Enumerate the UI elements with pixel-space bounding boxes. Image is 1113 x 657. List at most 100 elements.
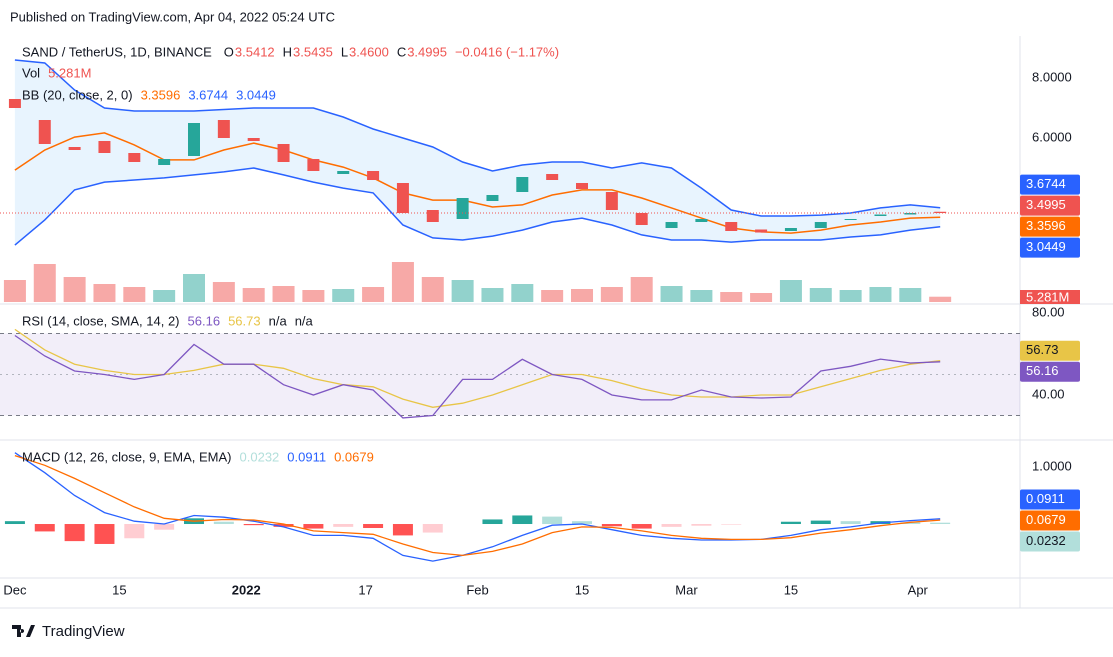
histogram-bar xyxy=(273,524,294,527)
candle xyxy=(367,170,380,180)
histogram-bar xyxy=(333,524,354,527)
volume-bar xyxy=(183,274,206,302)
legend-text: 56.73 xyxy=(228,313,261,328)
volume-bar xyxy=(242,288,265,302)
price-badge-label: 3.0449 xyxy=(1026,239,1066,254)
legend-text: SAND / TetherUS, 1D, BINANCE xyxy=(22,44,212,59)
legend-text: 5.281M xyxy=(48,65,91,80)
legend-text: 0.0679 xyxy=(334,449,374,464)
price-badge xyxy=(1020,340,1080,361)
y-tick-label: 6.0000 xyxy=(1032,129,1072,144)
x-tick-label: Mar xyxy=(675,582,698,597)
legend-text: 3.5435 xyxy=(293,44,333,59)
candle xyxy=(396,182,409,213)
volume-bar xyxy=(809,288,832,302)
volume-bar xyxy=(153,290,176,302)
histogram-bar xyxy=(780,521,801,525)
histogram-bar xyxy=(572,521,593,525)
candle xyxy=(456,197,469,219)
volume-bar xyxy=(660,286,683,302)
candle xyxy=(38,119,51,144)
volume-bar xyxy=(3,280,26,302)
histogram-bar xyxy=(631,524,652,529)
brand-logo xyxy=(12,625,35,637)
legend-text: 56.16 xyxy=(188,313,221,328)
candle xyxy=(844,218,857,220)
legend-text: 0.0911 xyxy=(287,449,326,464)
volume-bar xyxy=(720,292,743,302)
volume-bar xyxy=(541,290,564,302)
volume-bar xyxy=(63,277,86,302)
legend-text: n/a xyxy=(295,313,314,328)
volume-bar xyxy=(212,282,235,302)
candle xyxy=(874,214,887,216)
candle xyxy=(188,122,201,156)
candle xyxy=(426,209,439,222)
histogram-bar xyxy=(363,524,384,529)
volume-bar xyxy=(929,296,952,302)
histogram-bar xyxy=(721,524,742,525)
histogram-bar xyxy=(840,521,861,525)
candle xyxy=(725,221,738,231)
histogram-bar xyxy=(243,524,264,526)
legend-text: 3.3596 xyxy=(141,87,181,102)
x-tick-label: Feb xyxy=(466,582,488,597)
histogram-bar xyxy=(601,524,622,527)
histogram-bar xyxy=(4,521,25,525)
legend-text: L xyxy=(341,44,348,59)
volume-badge xyxy=(1020,290,1080,304)
volume-bar xyxy=(779,280,802,302)
candle xyxy=(516,176,529,192)
x-tick-label: 15 xyxy=(784,582,798,597)
legend-text: O xyxy=(224,44,234,59)
x-tick-label: 17 xyxy=(358,582,372,597)
legend-text: 3.5412 xyxy=(235,44,275,59)
candle xyxy=(217,119,230,138)
volume-bar xyxy=(332,289,355,302)
histogram-bar xyxy=(154,524,175,530)
histogram-bar xyxy=(124,524,145,539)
candle xyxy=(486,194,499,201)
histogram-bar xyxy=(213,521,234,525)
price-badge xyxy=(1020,531,1080,552)
histogram-bar xyxy=(303,524,324,529)
legend-text: RSI (14, close, SMA, 14, 2) xyxy=(22,313,180,328)
candle xyxy=(8,98,21,108)
candle xyxy=(784,227,797,231)
rsi-line xyxy=(14,334,941,419)
legend-text: BB (20, close, 2, 0) xyxy=(22,87,133,102)
price-badge-label: 0.0911 xyxy=(1026,491,1065,506)
volume-bar xyxy=(33,264,56,302)
histogram-bar xyxy=(482,519,503,525)
candle xyxy=(814,221,827,228)
legend-text: 3.6744 xyxy=(188,87,228,102)
legend-text: H xyxy=(283,44,292,59)
published-note: Published on TradingView.com, Apr 04, 20… xyxy=(10,9,335,24)
legend-text: 3.0449 xyxy=(236,87,276,102)
price-badge xyxy=(1020,174,1080,195)
volume-bar xyxy=(272,286,295,302)
legend-text: n/a xyxy=(269,313,288,328)
price-badge xyxy=(1020,510,1080,531)
volume-badge-label: 5.281M xyxy=(1026,289,1069,304)
price-badge-label: 0.0232 xyxy=(1026,533,1066,548)
histogram-bar xyxy=(661,524,682,527)
candle xyxy=(635,212,648,225)
candle xyxy=(277,143,290,162)
candle xyxy=(337,170,350,174)
candle xyxy=(665,221,678,228)
legend-text: −0.0416 (−1.17%) xyxy=(455,44,559,59)
price-badge-label: 3.6744 xyxy=(1026,176,1066,191)
candle xyxy=(98,140,111,153)
price-badge xyxy=(1020,489,1080,510)
histogram-bar xyxy=(900,522,921,525)
x-tick-label: 2022 xyxy=(232,582,261,597)
histogram-bar xyxy=(930,522,951,525)
price-badge xyxy=(1020,216,1080,237)
legend-text: 3.4600 xyxy=(349,44,389,59)
volume-bar xyxy=(123,287,146,302)
volume-bar xyxy=(511,284,534,302)
y-tick-label: 80.00 xyxy=(1032,304,1065,319)
